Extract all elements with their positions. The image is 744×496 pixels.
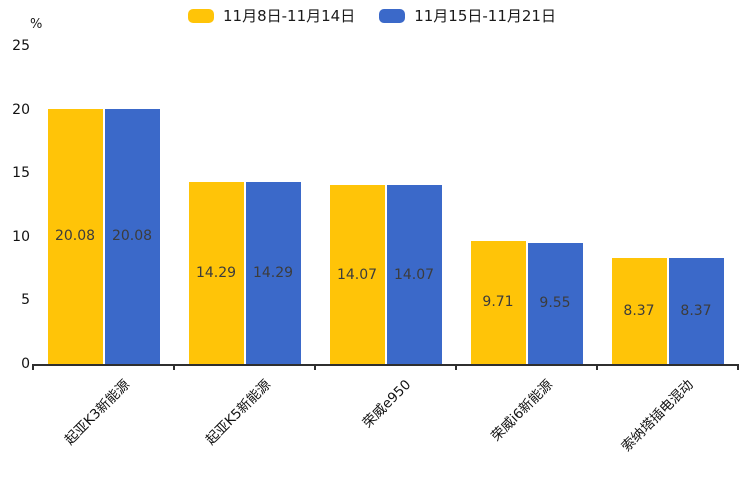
bar-value-label: 9.55 bbox=[539, 295, 571, 312]
bar-value-label: 8.37 bbox=[680, 302, 712, 319]
bar-value-label: 14.07 bbox=[393, 266, 435, 283]
bar-起亚K5新能源-series-0: 14.29 bbox=[188, 182, 244, 364]
bar-value-label: 20.08 bbox=[111, 228, 153, 245]
y-tick-label: 25 bbox=[12, 38, 30, 54]
legend-label: 11月15日-11月21日 bbox=[414, 7, 556, 25]
bar-value-label: 14.29 bbox=[252, 265, 294, 282]
x-axis-category-labels: 起亚K3新能源 起亚K5新能源 荣威e950 荣威i6新能源 索纳塔插电混动 bbox=[33, 374, 738, 494]
plot-area: 20.08 20.08 14.29 14.29 14.07 14.07 9.71 9.55 8.… bbox=[32, 46, 739, 370]
legend-swatch-icon bbox=[188, 9, 214, 23]
x-category-label-0: 起亚K3新能源 bbox=[61, 376, 133, 449]
legend-swatch-icon bbox=[379, 9, 406, 23]
x-axis-tick bbox=[173, 364, 175, 370]
bar-value-label: 14.07 bbox=[336, 266, 378, 283]
bar-荣威e950-series-1: 14.07 bbox=[386, 185, 442, 364]
y-tick-label: 5 bbox=[21, 292, 30, 309]
x-category-label-2: 荣威e950 bbox=[360, 376, 415, 432]
y-tick-label: 0 bbox=[21, 356, 30, 372]
legend-item-0[interactable]: 11月8日-11月14日 bbox=[188, 7, 355, 25]
chart-legend: 11月8日-11月14日 11月15日-11月21日 bbox=[0, 7, 744, 25]
x-axis-tick bbox=[455, 364, 457, 370]
legend-item-1[interactable]: 11月15日-11月21日 bbox=[379, 7, 556, 25]
y-tick-label: 20 bbox=[12, 101, 30, 118]
bar-value-label: 9.71 bbox=[482, 294, 514, 311]
legend-label: 11月8日-11月14日 bbox=[223, 7, 356, 25]
x-axis-tick bbox=[737, 364, 739, 370]
bar-起亚K5新能源-series-1: 14.29 bbox=[245, 182, 301, 364]
bar-起亚K3新能源-series-0: 20.08 bbox=[47, 108, 103, 364]
bar-起亚K3新能源-series-1: 20.08 bbox=[104, 108, 160, 364]
bar-value-label: 14.29 bbox=[195, 265, 237, 282]
x-axis-tick bbox=[596, 364, 598, 370]
bar-索纳塔插电混动-series-0: 8.37 bbox=[611, 257, 667, 364]
bar-荣威e950-series-0: 14.07 bbox=[329, 185, 385, 364]
bar-荣威i6新能源-series-1: 9.55 bbox=[527, 242, 583, 364]
bar-value-label: 8.37 bbox=[623, 302, 655, 319]
x-axis-tick bbox=[32, 364, 34, 370]
y-tick-label: 10 bbox=[12, 228, 30, 245]
y-axis-tick-labels: 0 5 10 15 20 25 bbox=[0, 38, 30, 372]
x-category-label-4: 索纳塔插电混动 bbox=[618, 376, 697, 455]
y-tick-label: 15 bbox=[12, 165, 30, 182]
x-category-label-1: 起亚K5新能源 bbox=[202, 376, 274, 449]
bar-索纳塔插电混动-series-1: 8.37 bbox=[668, 257, 724, 364]
bar-value-label: 20.08 bbox=[54, 228, 96, 245]
x-axis-tick bbox=[314, 364, 316, 370]
x-category-label-3: 荣威i6新能源 bbox=[487, 376, 556, 445]
bar-荣威i6新能源-series-0: 9.71 bbox=[470, 240, 526, 364]
y-axis-unit-label: % bbox=[30, 17, 43, 32]
